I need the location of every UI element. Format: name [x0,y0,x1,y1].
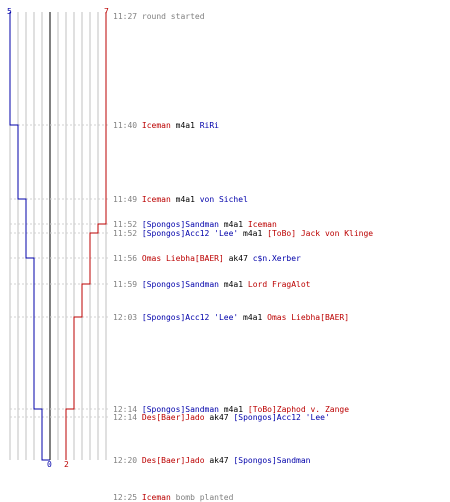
player-name: Omas Liebha[BAER] [141,254,224,263]
log-action: ak47 [204,413,234,422]
log-action: ak47 [223,254,253,263]
player-name: [Spongos]Acc12 'Lee' [233,413,330,422]
player-name: Iceman [141,195,171,204]
blue-team-score-line [9,12,50,461]
log-entry: 12:03 [Spongos]Acc12 'Lee' m4a1 Omas Lie… [113,313,349,322]
log-entry: 11:27 round started [113,12,205,21]
log-entry: 12:25 Iceman bomb planted [113,493,233,502]
log-entry: 12:14 [Spongos]Sandman m4a1 [ToBo]Zaphod… [113,405,349,414]
red-start-score: 7 [104,7,109,16]
player-name: Iceman [141,493,171,502]
log-action: m4a1 [170,195,200,204]
player-name: [Spongos]Acc12 'Lee' [141,313,239,322]
log-action: m4a1 [218,280,248,289]
score-timeline: 5 7 0 2 [7,7,110,469]
log-time: 11:27 [113,12,142,21]
log-time: 12:14 [113,413,142,422]
blue-end-score: 0 [47,460,52,469]
player-name: [ToBo]Zaphod v. Zange [247,405,350,414]
player-name: Des[Baer]Jado [141,456,205,465]
red-team-score-line [65,12,107,460]
log-action: m4a1 [170,121,200,130]
player-name: c$n.Xerber [252,254,301,263]
player-name: [Spongos]Sandman [141,405,219,414]
player-name: von Sichel [199,195,248,204]
player-name: [ToBo] Jack von Klinge [267,229,374,238]
player-name: [Spongos]Sandman [141,280,219,289]
log-entry: 11:52 [Spongos]Acc12 'Lee' m4a1 [ToBo] J… [113,229,373,238]
player-name: RiRi [199,121,219,130]
log-time: 12:20 [113,456,142,465]
log-time: 12:03 [113,313,142,322]
log-entry: 12:20 Des[Baer]Jado ak47 [Spongos]Sandma… [113,456,311,465]
log-action: bomb planted [170,493,234,502]
log-time: 11:52 [113,220,142,229]
log-entry: 11:40 Iceman m4a1 RiRi [113,121,219,130]
player-name: Iceman [247,220,277,229]
player-name: [Spongos]Sandman [233,456,311,465]
player-name: Omas Liebha[BAER] [267,313,350,322]
log-time: 11:59 [113,280,142,289]
event-dash-lines [10,124,110,418]
log-entry: 11:52 [Spongos]Sandman m4a1 Iceman [113,220,277,229]
player-name: Iceman [141,121,171,130]
log-entry: 12:14 Des[Baer]Jado ak47 [Spongos]Acc12 … [113,413,330,422]
log-entry: 11:49 Iceman m4a1 von Sichel [113,195,248,204]
log-action: round started [141,12,205,21]
log-action: ak47 [204,456,234,465]
log-action: m4a1 [218,220,248,229]
player-name: Des[Baer]Jado [141,413,205,422]
red-end-score: 2 [64,460,69,469]
player-name: [Spongos]Sandman [141,220,219,229]
player-name: [Spongos]Acc12 'Lee' [141,229,239,238]
log-time: 11:52 [113,229,142,238]
log-time: 11:40 [113,121,142,130]
log-action: m4a1 [238,313,268,322]
log-action: m4a1 [218,405,248,414]
log-time: 11:49 [113,195,142,204]
log-entry: 11:59 [Spongos]Sandman m4a1 Lord FragAlo… [113,280,311,289]
log-time: 12:25 [113,493,142,502]
log-time: 11:56 [113,254,142,263]
player-name: Lord FragAlot [247,280,311,289]
blue-start-score: 5 [7,7,12,16]
log-entry: 11:56 Omas Liebha[BAER] ak47 c$n.Xerber [113,254,301,263]
log-time: 12:14 [113,405,142,414]
log-action: m4a1 [238,229,268,238]
timeline-grid [9,12,107,460]
